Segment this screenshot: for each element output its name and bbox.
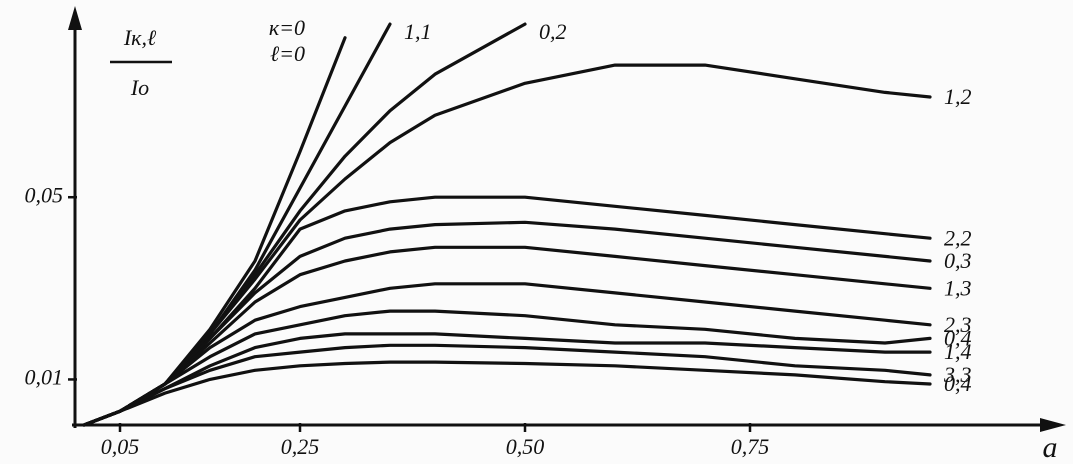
series-line: [82, 360, 932, 427]
series-line: [82, 309, 932, 427]
y-arrow: [68, 6, 82, 30]
series-label: ℓ=0: [270, 41, 305, 66]
x-tick-label: 0,75: [731, 434, 770, 459]
x-tick-label: 0,25: [281, 434, 320, 459]
y-label-numerator: Iк,ℓ: [123, 25, 157, 50]
series-label: 2,2: [944, 225, 972, 250]
y-tick-label: 0,01: [25, 364, 64, 389]
series-label: 1,3: [944, 275, 972, 300]
series-line: [82, 282, 932, 427]
series-label: 1,2: [944, 84, 972, 109]
series-label: 0,4: [944, 325, 972, 350]
series-label: 0,2: [539, 19, 567, 44]
x-tick-label: 0,05: [101, 434, 140, 459]
series-label: 0,4: [944, 371, 972, 396]
series-label: к=0: [269, 15, 305, 40]
y-label-denominator: Iо: [130, 75, 149, 100]
x-tick-label: 0,50: [506, 434, 545, 459]
x-label: a: [1043, 431, 1058, 464]
series-label: 3,3: [943, 362, 972, 387]
series-label: 2,3: [944, 312, 972, 337]
series-label: 1,4: [944, 339, 972, 364]
series-line: [82, 343, 932, 427]
series-label: 1,1: [404, 19, 432, 44]
series-label: 0,3: [944, 248, 972, 273]
x-arrow: [1040, 418, 1066, 432]
y-tick-label: 0,05: [25, 182, 64, 207]
